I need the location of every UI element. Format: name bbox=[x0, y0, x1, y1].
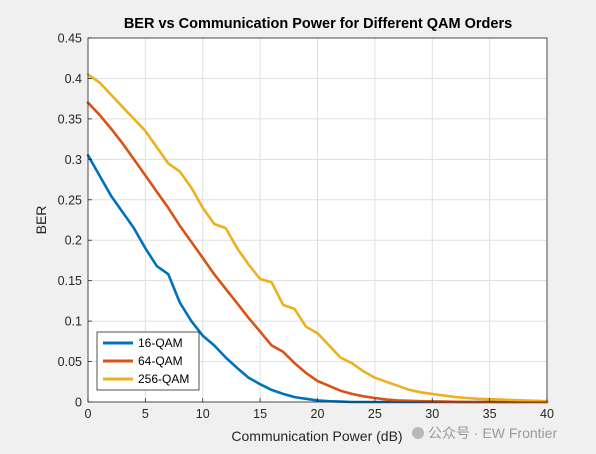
y-tick-label: 0.4 bbox=[65, 72, 82, 86]
x-tick-label: 35 bbox=[483, 407, 497, 421]
axis-ticks: 0 5 10 15 20 25 30 35 40 0 0.05 0.1 0.15 0.2 0.25 0.3 0.… bbox=[58, 32, 554, 422]
y-tick-label: 0.2 bbox=[65, 234, 82, 248]
y-axis-label: BER bbox=[33, 206, 49, 235]
y-tick-label: 0.3 bbox=[65, 153, 82, 167]
legend-label-256-qam: 256-QAM bbox=[138, 372, 189, 386]
y-tick-label: 0.15 bbox=[58, 274, 82, 288]
x-tick-label: 5 bbox=[142, 407, 149, 421]
legend-label-16-qam: 16-QAM bbox=[138, 336, 183, 350]
y-tick-label: 0 bbox=[75, 396, 82, 410]
y-tick-label: 0.35 bbox=[58, 112, 82, 126]
y-tick-label: 0.1 bbox=[65, 315, 82, 329]
chart-title: BER vs Communication Power for Different… bbox=[124, 16, 512, 32]
wechat-icon bbox=[412, 427, 424, 439]
x-tick-label: 15 bbox=[253, 407, 267, 421]
x-tick-label: 25 bbox=[368, 407, 382, 421]
x-tick-label: 20 bbox=[311, 407, 325, 421]
x-tick-label: 40 bbox=[540, 407, 554, 421]
x-tick-label: 30 bbox=[425, 407, 439, 421]
x-tick-label: 10 bbox=[196, 407, 210, 421]
series-line-256-qam bbox=[86, 73, 549, 403]
x-tick-label: 0 bbox=[85, 407, 92, 421]
watermark-text: 公众号 · EW Frontier bbox=[428, 425, 557, 441]
y-tick-label: 0.05 bbox=[58, 355, 82, 369]
x-axis-label: Communication Power (dB) bbox=[231, 428, 402, 444]
y-tick-label: 0.25 bbox=[58, 193, 82, 207]
watermark: 公众号 · EW Frontier bbox=[412, 425, 557, 441]
legend-label-64-qam: 64-QAM bbox=[138, 354, 183, 368]
y-tick-label: 0.45 bbox=[58, 32, 82, 46]
legend: 16-QAM 64-QAM 256-QAM bbox=[96, 331, 200, 391]
